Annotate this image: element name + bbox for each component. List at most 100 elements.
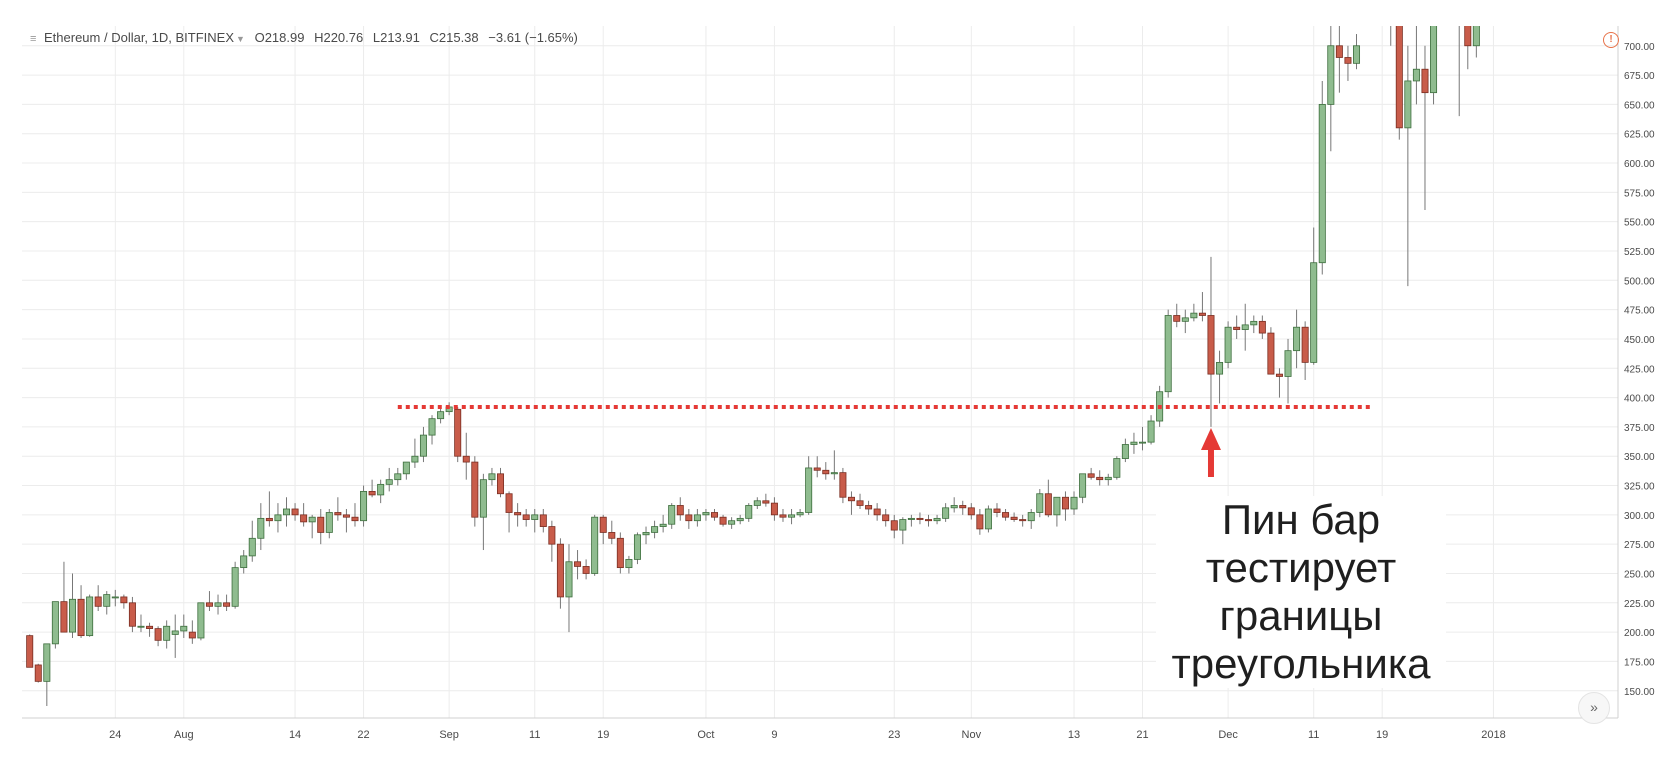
up-arrow-icon [1200, 428, 1221, 477]
candle-body-down [685, 514, 693, 522]
candle-body-up [950, 505, 958, 509]
candle [1216, 350, 1224, 404]
candle-body-down [599, 516, 607, 533]
candle-body-up [360, 490, 368, 522]
candle-body-down [967, 507, 975, 516]
candle [1139, 426, 1147, 451]
candle [1147, 415, 1155, 445]
candle [642, 526, 650, 545]
candle-body-up [702, 512, 710, 516]
candle [728, 517, 736, 529]
candle-body-up [1190, 312, 1198, 319]
x-tick-label: 14 [289, 729, 301, 741]
candle-body-up [43, 643, 51, 682]
candle [1181, 309, 1189, 334]
candle-body-down [351, 516, 359, 522]
candle-body-down [120, 596, 128, 604]
candle [128, 596, 136, 633]
candle-body-up [745, 505, 753, 519]
chevron-down-icon[interactable]: ▼ [236, 34, 245, 44]
candle [984, 505, 992, 533]
candle [1036, 489, 1044, 518]
candle [933, 514, 941, 525]
y-tick-label: 600.00 [1624, 159, 1655, 170]
candle [1344, 45, 1352, 81]
candle [180, 614, 188, 638]
candle-body-down [770, 502, 778, 516]
candle [402, 461, 410, 480]
candle-body-up [411, 455, 419, 463]
candle-body-up [651, 526, 659, 533]
candle [805, 456, 813, 515]
annotation-line-3: границы [1219, 592, 1383, 639]
bars-icon[interactable]: ≡ [30, 33, 37, 45]
y-tick-label: 175.00 [1624, 657, 1655, 668]
candle [925, 514, 933, 527]
candle [471, 456, 479, 527]
candle-body-up [385, 479, 393, 485]
candle [342, 508, 350, 533]
time-axis: 24 Aug 14 22 Sep 11 19 Oct 9 23 Nov 13 21 Dec 11 19 2018 [22, 717, 1618, 741]
price-axis: 150.00 175.00 200.00 225.00 250.00 275.00 300.… [1617, 26, 1655, 718]
candle [1104, 473, 1112, 486]
candle-body-down [847, 496, 855, 502]
candle [317, 508, 325, 545]
candle-body-up [51, 601, 59, 645]
candle [1412, 26, 1420, 105]
candle [1241, 303, 1249, 351]
candle [1275, 368, 1283, 398]
y-tick-label: 525.00 [1624, 247, 1655, 258]
candle-body-up [642, 532, 650, 536]
candle [111, 589, 119, 607]
candle-body-down [1267, 332, 1275, 375]
candle [882, 508, 890, 527]
candle [1233, 315, 1241, 339]
candle [454, 406, 462, 463]
y-tick-label: 225.00 [1624, 599, 1655, 610]
candle [1079, 473, 1087, 504]
candle-body-down [1207, 315, 1215, 375]
symbol-name[interactable]: Ethereum / Dollar, 1D, BITFINEX [44, 30, 235, 45]
candle [822, 462, 830, 480]
candle-body-up [899, 519, 907, 531]
candle [26, 634, 34, 668]
candle-body-up [1104, 476, 1112, 481]
candle [685, 508, 693, 529]
candle-body-up [308, 516, 316, 523]
candle [830, 450, 838, 480]
candle-body-down [154, 628, 162, 641]
candle [779, 508, 787, 522]
candle-body-up [796, 512, 804, 516]
candle-body-up [1036, 493, 1044, 513]
candle-body-up [1241, 324, 1249, 330]
candle-body-up [419, 434, 427, 457]
y-tick-label: 625.00 [1624, 130, 1655, 141]
y-tick-label: 275.00 [1624, 540, 1655, 551]
candle-body-down [959, 505, 967, 509]
candle-body-down [505, 493, 513, 513]
candle-body-up [437, 411, 445, 420]
candle [959, 500, 967, 515]
high-key: H [314, 30, 324, 45]
candle [796, 508, 804, 518]
double-chevron-right-icon[interactable]: » [1578, 692, 1610, 724]
x-tick-label: 23 [888, 729, 900, 741]
candle [1404, 45, 1412, 287]
candle-body-up [1164, 315, 1172, 393]
y-tick-label: 700.00 [1624, 42, 1655, 53]
candle [574, 550, 582, 580]
symbol-legend: ≡ Ethereum / Dollar, 1D, BITFINEX ▼ O218.9… [30, 30, 578, 45]
candle-body-up [171, 630, 179, 635]
candle-body-up [137, 625, 145, 628]
candle-body-down [873, 508, 881, 516]
candle [548, 520, 556, 562]
candle-body-up [1456, 11, 1462, 23]
candle-body-up [274, 514, 282, 522]
alert-clock-icon[interactable]: ! [1603, 32, 1619, 48]
candle-body-down [291, 508, 299, 516]
candle-body-up [1139, 441, 1147, 444]
candle [377, 479, 385, 504]
candle [591, 514, 599, 576]
candle [334, 497, 342, 521]
